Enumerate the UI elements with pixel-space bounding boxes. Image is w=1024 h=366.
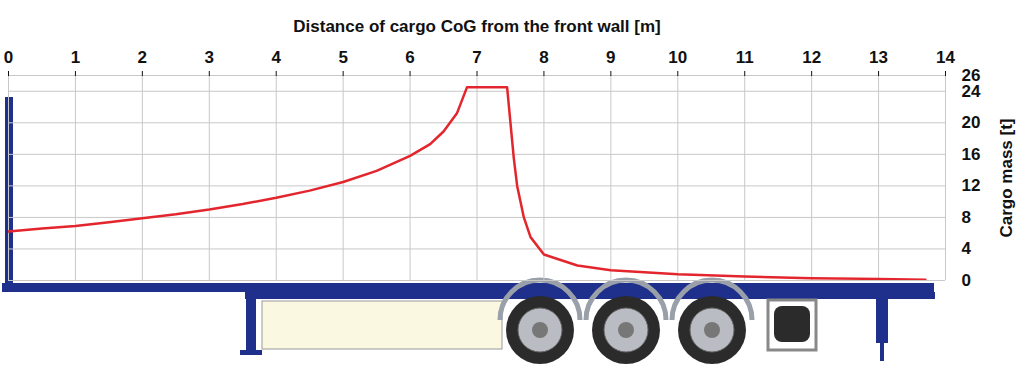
svg-text:1: 1 (71, 48, 80, 67)
svg-text:10: 10 (668, 48, 687, 67)
svg-text:4: 4 (962, 239, 972, 258)
svg-text:9: 9 (606, 48, 615, 67)
svg-text:0: 0 (4, 48, 13, 67)
svg-text:24: 24 (961, 81, 981, 101)
svg-text:26: 26 (962, 66, 981, 85)
svg-text:8: 8 (962, 208, 971, 227)
svg-text:Distance of cargo CoG from the: Distance of cargo CoG from the front wal… (293, 17, 660, 36)
svg-text:16: 16 (962, 145, 981, 164)
svg-text:4: 4 (271, 48, 281, 67)
svg-text:Cargo mass [t]: Cargo mass [t] (997, 118, 1016, 237)
svg-text:13: 13 (869, 48, 888, 67)
svg-text:5: 5 (338, 48, 347, 67)
svg-text:14: 14 (936, 48, 955, 67)
svg-text:3: 3 (205, 48, 214, 67)
svg-text:8: 8 (539, 48, 548, 67)
svg-text:12: 12 (802, 48, 821, 67)
svg-text:0: 0 (962, 271, 971, 290)
svg-text:2: 2 (138, 48, 147, 67)
svg-text:7: 7 (472, 48, 481, 67)
svg-text:6: 6 (405, 48, 414, 67)
svg-text:11: 11 (736, 48, 754, 67)
svg-text:20: 20 (962, 113, 981, 132)
svg-text:12: 12 (962, 176, 981, 195)
